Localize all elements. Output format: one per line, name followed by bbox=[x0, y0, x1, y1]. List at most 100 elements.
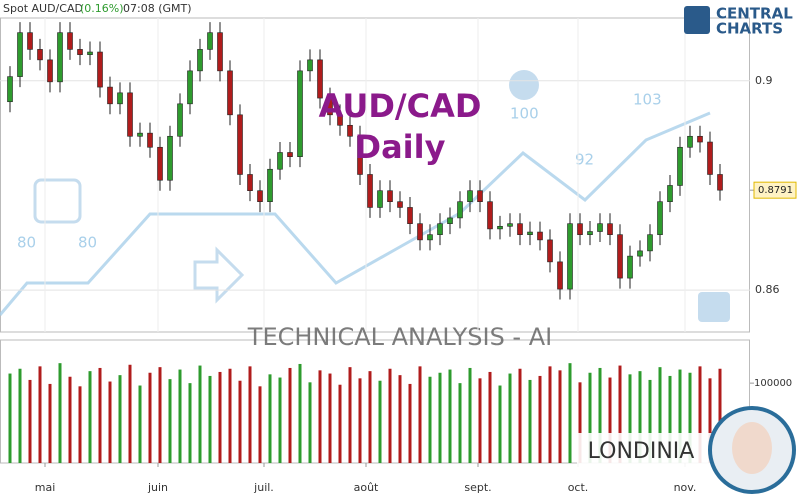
last-price-label: 0.8791 bbox=[758, 185, 793, 196]
volume-bar bbox=[458, 383, 462, 463]
volume-bar bbox=[688, 372, 692, 463]
volume-bar bbox=[628, 374, 632, 463]
candle-body bbox=[227, 70, 233, 116]
watermark-arrow bbox=[193, 246, 245, 304]
volume-bar bbox=[448, 369, 452, 463]
watermark-icon bbox=[33, 178, 82, 224]
volume-bar bbox=[538, 375, 542, 463]
volume-bar bbox=[488, 371, 492, 463]
candle-body bbox=[307, 59, 313, 72]
candle-body bbox=[677, 146, 683, 186]
volume-bar bbox=[8, 373, 12, 463]
avatar-face bbox=[732, 422, 772, 474]
x-tick-label: sept. bbox=[464, 481, 491, 494]
volume-bar bbox=[568, 363, 572, 463]
signature: LONDINIA bbox=[588, 439, 695, 464]
volume-bar bbox=[578, 382, 582, 463]
candle-body bbox=[27, 32, 33, 50]
candle-body bbox=[547, 239, 553, 263]
candle-body bbox=[527, 231, 533, 235]
volume-bar bbox=[668, 375, 672, 463]
volume-bar bbox=[598, 367, 602, 463]
watermark-number: 92 bbox=[575, 151, 594, 169]
candle-body bbox=[507, 223, 513, 227]
candle-body bbox=[447, 217, 453, 224]
candle-body bbox=[577, 223, 583, 235]
price-panel bbox=[0, 17, 750, 333]
candle-body bbox=[97, 51, 103, 88]
candle-body bbox=[47, 59, 53, 83]
volume-bar bbox=[78, 386, 82, 463]
watermark-icon bbox=[509, 70, 539, 100]
volume-bar bbox=[438, 372, 442, 463]
candle-body bbox=[7, 76, 13, 103]
volume-bar bbox=[268, 374, 272, 463]
volume-bar bbox=[228, 368, 232, 463]
volume-bar bbox=[278, 377, 282, 463]
volume-bar bbox=[328, 373, 332, 463]
volume-tick-label: 100000 bbox=[754, 378, 792, 389]
candle-body bbox=[327, 97, 333, 116]
volume-bar bbox=[368, 371, 372, 463]
candle-body bbox=[607, 223, 613, 235]
candle-body bbox=[477, 190, 483, 202]
watermark-line bbox=[0, 111, 711, 316]
candle-body bbox=[517, 223, 523, 235]
volume-bar bbox=[88, 371, 92, 463]
candle-body bbox=[237, 114, 243, 175]
x-tick-label: nov. bbox=[674, 481, 697, 494]
brand-logo bbox=[684, 6, 710, 34]
watermark-number: 103 bbox=[633, 91, 662, 109]
candle-body bbox=[187, 70, 193, 105]
candle-body bbox=[197, 49, 203, 72]
candle-body bbox=[687, 135, 693, 148]
candle-body bbox=[57, 32, 63, 83]
volume-bar bbox=[468, 367, 472, 463]
candle-body bbox=[697, 135, 703, 143]
volume-bar bbox=[298, 363, 302, 463]
chart-subtitle: Daily bbox=[355, 128, 446, 166]
candle-body bbox=[297, 70, 303, 157]
signature-box bbox=[577, 433, 727, 469]
volume-bar bbox=[178, 369, 182, 463]
volume-bar bbox=[508, 373, 512, 463]
volume-bar bbox=[258, 386, 262, 463]
volume-bar bbox=[408, 383, 412, 463]
volume-bar bbox=[398, 375, 402, 463]
volume-bar bbox=[148, 372, 152, 463]
volume-bar bbox=[388, 368, 392, 463]
volume-bar bbox=[58, 363, 62, 463]
candle-body bbox=[207, 32, 213, 50]
candle-body bbox=[487, 201, 493, 230]
candle-body bbox=[127, 92, 133, 137]
candle-body bbox=[217, 32, 223, 72]
volume-bar bbox=[648, 379, 652, 463]
brand-line1: CENTRAL bbox=[716, 5, 793, 23]
volume-bar bbox=[108, 381, 112, 463]
candle-body bbox=[247, 174, 253, 192]
y-tick-label: 0.86 bbox=[755, 283, 780, 296]
candle-body bbox=[397, 201, 403, 208]
last-price-box bbox=[753, 181, 797, 199]
candle-body bbox=[87, 51, 93, 55]
volume-bar bbox=[698, 366, 702, 463]
chart-title: AUD/CAD bbox=[319, 87, 482, 125]
candle-body bbox=[177, 103, 183, 137]
candle-body bbox=[437, 223, 443, 235]
candle-body bbox=[647, 234, 653, 252]
x-tick-label: juil. bbox=[253, 481, 274, 494]
volume-bar bbox=[498, 385, 502, 463]
candle-body bbox=[657, 201, 663, 235]
candle-body bbox=[417, 223, 423, 241]
candle-body bbox=[467, 190, 473, 202]
candle-body bbox=[157, 146, 163, 181]
candle-body bbox=[167, 135, 173, 181]
candle-body bbox=[367, 174, 373, 208]
volume-bar bbox=[658, 367, 662, 463]
volume-bar bbox=[318, 370, 322, 463]
volume-bar bbox=[528, 379, 532, 463]
candle-body bbox=[557, 261, 563, 290]
volume-bar bbox=[248, 366, 252, 463]
x-tick-label: oct. bbox=[568, 481, 589, 494]
